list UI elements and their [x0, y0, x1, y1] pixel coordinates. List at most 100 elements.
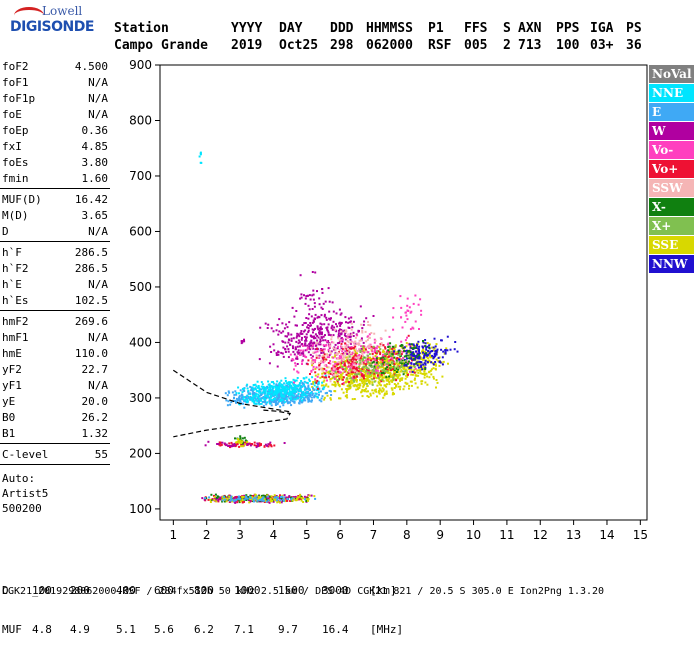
echo-point — [405, 369, 408, 372]
echo-point — [287, 341, 290, 344]
echo-point — [341, 383, 344, 385]
echo-point — [360, 373, 363, 376]
echo-point — [336, 363, 339, 366]
echo-point — [348, 353, 351, 356]
echo-point — [334, 383, 337, 386]
echo-point — [291, 358, 294, 360]
echo-point — [424, 350, 427, 353]
echo-point — [307, 331, 310, 334]
echo-point — [314, 359, 317, 362]
echo-point — [337, 360, 340, 363]
echo-point — [368, 353, 371, 356]
echo-point — [407, 334, 410, 337]
echo-point — [417, 354, 420, 357]
echo-point — [401, 370, 404, 373]
echo-point — [410, 310, 413, 313]
echo-point — [384, 355, 387, 358]
echo-point — [280, 391, 283, 394]
echo-point — [257, 397, 260, 400]
echo-point — [408, 387, 410, 390]
echo-point — [418, 362, 421, 365]
echo-point — [297, 333, 300, 336]
echo-point — [290, 333, 293, 336]
echo-point — [358, 343, 361, 346]
echo-point — [241, 341, 244, 344]
echo-point — [353, 385, 356, 388]
echo-point — [336, 352, 339, 355]
echo-point — [405, 352, 408, 355]
echo-point — [284, 386, 287, 389]
echo-point — [435, 350, 438, 352]
echo-point — [331, 377, 334, 380]
echo-point — [215, 498, 217, 501]
echo-point — [412, 347, 415, 350]
logo-line2: DIGISONDE — [10, 19, 94, 35]
echo-point — [311, 321, 314, 324]
echo-point — [388, 377, 391, 380]
echo-point — [293, 396, 296, 399]
echo-point — [399, 385, 402, 388]
echo-point — [257, 445, 259, 448]
echo-point — [324, 384, 327, 387]
echo-point — [338, 328, 341, 331]
echo-point — [344, 367, 347, 370]
echo-point — [304, 349, 307, 352]
echo-point — [258, 444, 261, 447]
echo-point — [398, 362, 400, 365]
echo-point — [294, 384, 297, 387]
echo-point — [405, 342, 408, 345]
echo-point — [305, 336, 308, 339]
echo-point — [338, 366, 341, 369]
echo-point — [231, 391, 234, 394]
echo-point — [360, 369, 363, 372]
echo-point — [340, 365, 343, 368]
echo-point — [300, 496, 303, 499]
echo-point — [353, 341, 356, 344]
echo-point — [254, 494, 257, 497]
echo-point — [304, 297, 307, 300]
echo-point — [412, 365, 415, 368]
echo-point — [399, 350, 402, 353]
echo-point — [328, 342, 331, 345]
echo-point — [361, 359, 364, 362]
echo-point — [345, 330, 348, 333]
echo-point — [255, 385, 258, 388]
echo-point — [379, 389, 382, 392]
echo-point — [274, 401, 277, 404]
echo-point — [355, 357, 358, 359]
echo-point — [388, 351, 391, 353]
echo-point — [324, 339, 327, 342]
echo-point — [326, 356, 329, 358]
echo-point — [382, 349, 385, 352]
echo-point — [225, 443, 228, 446]
echo-point — [323, 386, 326, 389]
echo-point — [369, 373, 372, 376]
echo-point — [326, 329, 329, 332]
echo-point — [298, 402, 301, 405]
echo-point — [314, 371, 317, 374]
echo-point — [315, 356, 318, 359]
echo-point — [349, 381, 352, 384]
echo-point — [415, 362, 418, 365]
echo-point — [280, 399, 283, 402]
echo-point — [422, 341, 425, 344]
profile-solid-line — [173, 409, 292, 438]
echo-point — [272, 400, 275, 403]
echo-point — [283, 397, 286, 400]
echo-point — [266, 494, 269, 497]
echo-point — [353, 380, 356, 383]
echo-point — [353, 348, 356, 351]
echo-point — [379, 358, 382, 361]
echo-point — [390, 350, 393, 353]
echo-point — [300, 498, 302, 500]
echo-point — [346, 344, 349, 347]
y-tick-label: 600 — [129, 224, 152, 238]
echo-point — [355, 388, 358, 391]
echo-point — [245, 384, 248, 387]
echo-point — [323, 360, 326, 363]
echo-point — [374, 363, 377, 366]
echo-point — [328, 375, 331, 378]
echo-point — [327, 348, 330, 351]
echo-point — [237, 497, 240, 500]
echo-point — [382, 376, 385, 379]
